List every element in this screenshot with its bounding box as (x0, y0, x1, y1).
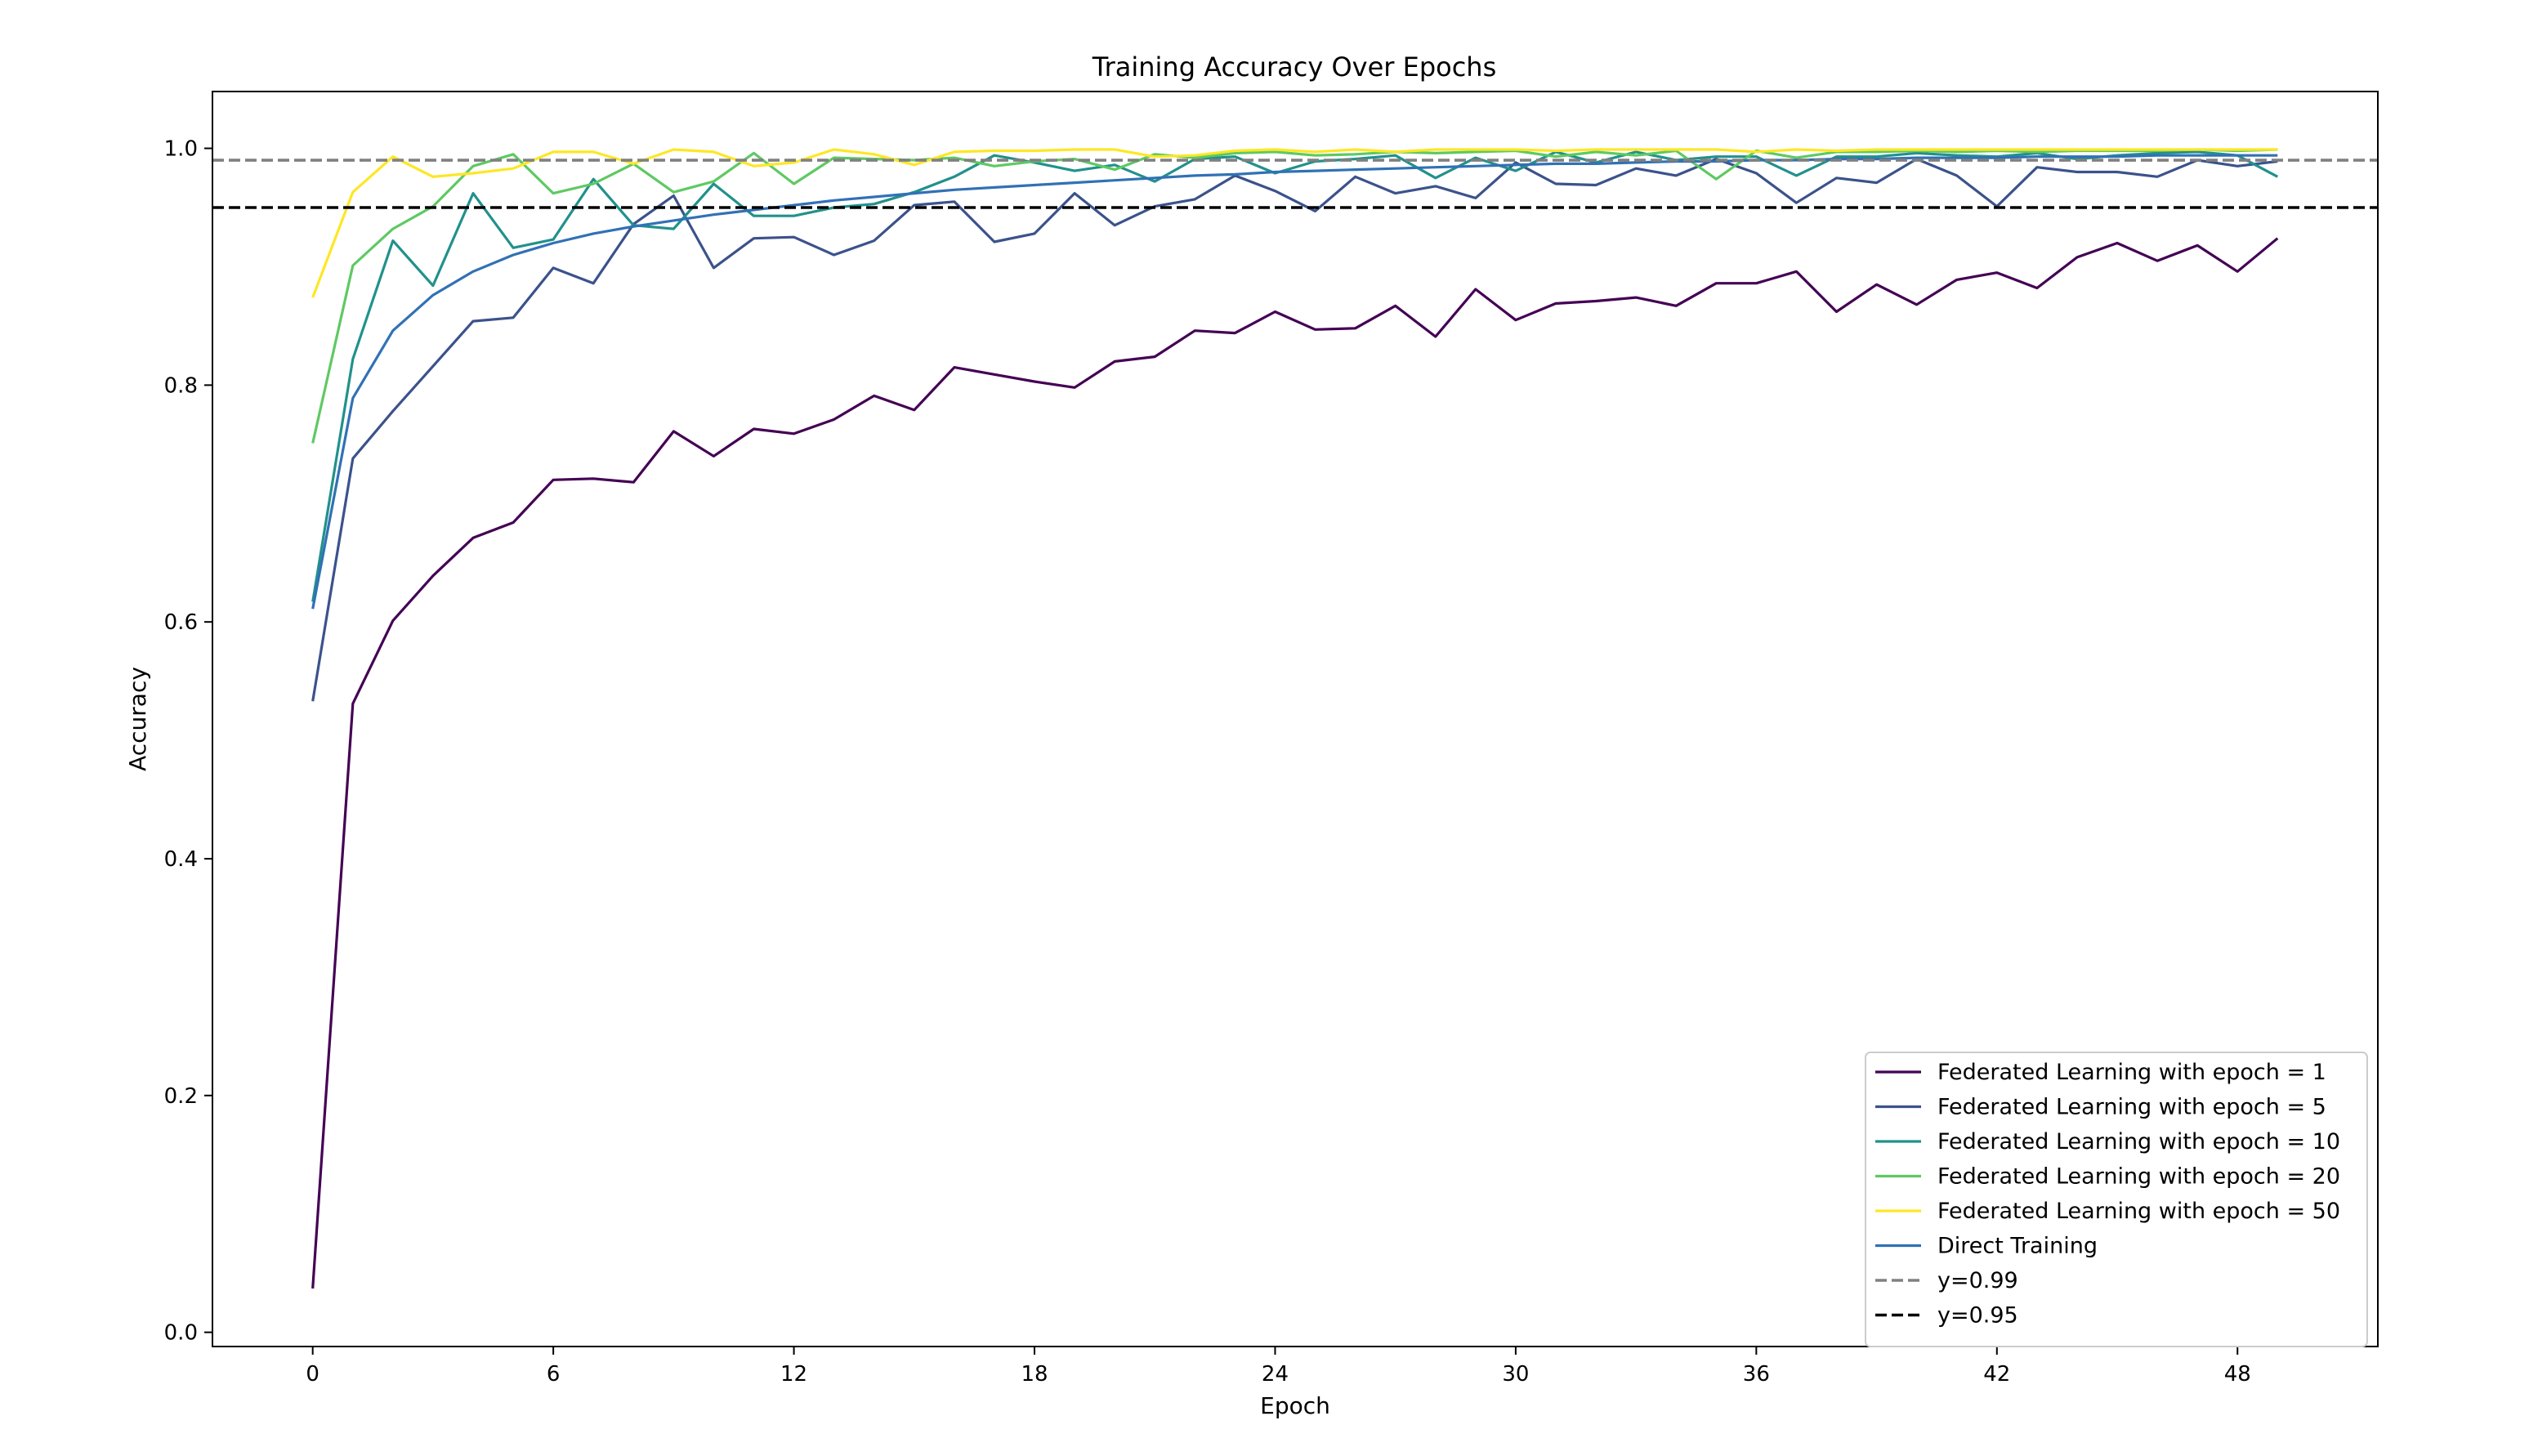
legend-label: y=0.99 (1937, 1268, 2018, 1293)
x-tick-label: 12 (780, 1362, 807, 1387)
x-tick-label: 48 (2224, 1362, 2251, 1387)
reference-lines (212, 159, 2378, 209)
y-tick-label: 0.0 (164, 1321, 198, 1346)
series-line-1 (311, 237, 2279, 1289)
y-tick-label: 0.2 (164, 1084, 198, 1109)
series-line-2 (311, 158, 2278, 702)
plot-frame (212, 91, 2379, 1347)
series-layer (311, 148, 2279, 1289)
y-axis-title: Accuracy (124, 667, 151, 771)
x-tick-label: 24 (1262, 1362, 1289, 1387)
legend-label: y=0.95 (1937, 1303, 2018, 1329)
y-tick-label: 0.6 (164, 610, 198, 635)
series-line-4 (311, 148, 2278, 444)
x-tick-label: 18 (1021, 1362, 1048, 1387)
x-axis: 0 6 12 18 24 30 36 42 48 (306, 1347, 2251, 1387)
series-line-6 (311, 154, 2278, 610)
x-tick-label: 30 (1502, 1362, 1529, 1387)
y-tick-label: 1.0 (164, 137, 198, 162)
legend-label: Direct Training (1937, 1234, 2098, 1259)
x-tick-label: 0 (306, 1362, 319, 1387)
legend-label: Federated Learning with epoch = 5 (1937, 1095, 2326, 1120)
legend-label: Federated Learning with epoch = 10 (1937, 1129, 2340, 1155)
y-tick-label: 0.8 (164, 373, 198, 398)
x-tick-label: 36 (1743, 1362, 1770, 1387)
x-tick-label: 42 (1983, 1362, 2010, 1387)
legend-label: Federated Learning with epoch = 20 (1937, 1164, 2340, 1190)
legend-label: Federated Learning with epoch = 50 (1937, 1199, 2340, 1224)
legend-label: Federated Learning with epoch = 1 (1937, 1060, 2326, 1085)
legend-box (1865, 1052, 2368, 1347)
y-tick-label: 0.4 (164, 847, 198, 872)
legend: Federated Learning with epoch = 1 Federat… (1865, 1052, 2368, 1347)
chart-title: Training Accuracy Over Epochs (1092, 51, 1497, 83)
y-axis: 0.0 0.2 0.4 0.6 0.8 1.0 (164, 137, 212, 1346)
x-tick-label: 6 (547, 1362, 561, 1387)
x-axis-title: Epoch (1260, 1392, 1330, 1419)
